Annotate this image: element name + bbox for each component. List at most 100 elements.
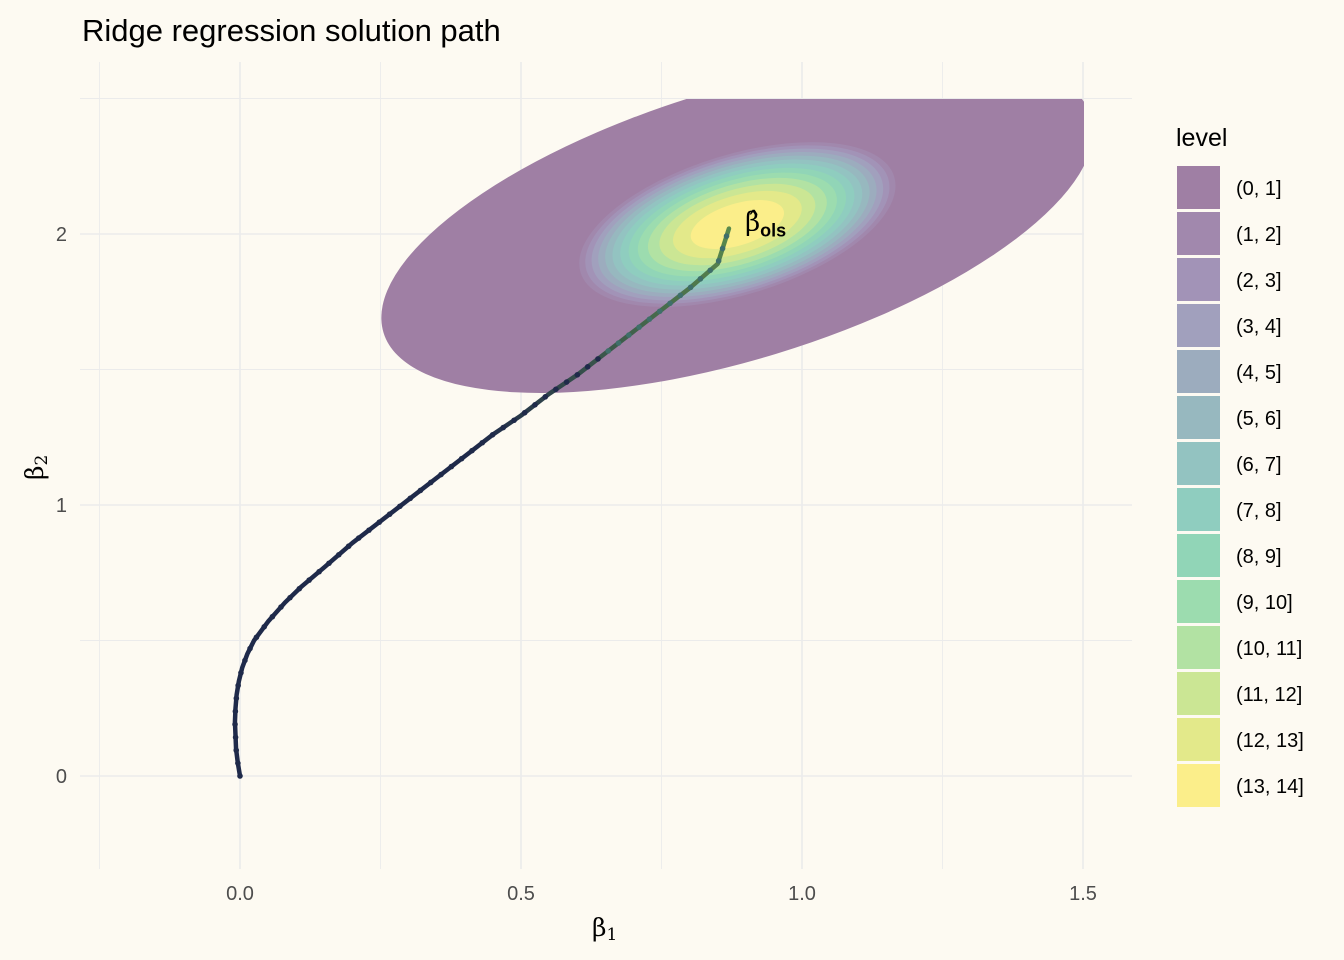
legend-swatch xyxy=(1177,626,1220,669)
panel-right-mask xyxy=(1084,99,1132,462)
y-tick-label: 0 xyxy=(56,766,67,788)
legend-title: level xyxy=(1176,124,1227,152)
legend-swatch xyxy=(1177,212,1220,255)
legend-item: (9, 10] xyxy=(1177,580,1293,623)
path-point xyxy=(636,324,642,330)
x-tick-label: 1.5 xyxy=(1069,883,1097,905)
legend-swatch xyxy=(1177,166,1220,209)
y-axis-ticks: 0 1 2 xyxy=(56,224,67,788)
y-axis-symbol: β xyxy=(20,466,49,480)
y-axis-subscript: 2 xyxy=(32,455,52,466)
legend-item: (11, 12] xyxy=(1177,672,1302,715)
legend-swatch xyxy=(1177,672,1220,715)
path-point xyxy=(407,495,413,502)
path-point xyxy=(278,604,284,610)
y-axis-label: β2 xyxy=(20,455,52,480)
legend-swatch xyxy=(1177,718,1220,761)
x-axis-symbol: β xyxy=(592,913,606,942)
legend-label: (12, 13] xyxy=(1236,730,1304,752)
legend-item: (12, 13] xyxy=(1177,718,1304,761)
contour-bands xyxy=(80,62,1132,462)
path-point xyxy=(707,267,714,274)
path-point xyxy=(235,682,241,689)
path-point xyxy=(269,613,276,620)
path-point xyxy=(417,487,424,494)
legend-swatch xyxy=(1177,580,1220,623)
legend-swatch xyxy=(1177,258,1220,301)
path-point xyxy=(247,645,253,652)
ols-label: β̂ols xyxy=(745,207,786,240)
legend-label: (13, 14] xyxy=(1236,776,1304,798)
legend-swatch xyxy=(1177,764,1220,807)
path-point xyxy=(615,340,622,346)
path-point xyxy=(306,577,312,583)
legend-item: (10, 11] xyxy=(1177,626,1302,669)
path-point xyxy=(253,634,260,641)
legend-swatch xyxy=(1177,304,1220,347)
path-point xyxy=(605,348,612,354)
legend-label: (10, 11] xyxy=(1236,638,1302,660)
path-point xyxy=(232,721,238,728)
path-point xyxy=(489,432,496,438)
path-point xyxy=(355,535,362,541)
path-point xyxy=(448,463,455,470)
legend-item: (7, 8] xyxy=(1177,488,1282,531)
path-point xyxy=(656,308,663,315)
path-point xyxy=(542,394,549,400)
chart-title: Ridge regression solution path xyxy=(82,13,501,48)
legend-swatch xyxy=(1177,350,1220,393)
path-point xyxy=(235,760,241,766)
path-point xyxy=(719,245,726,252)
legend-swatch xyxy=(1177,396,1220,439)
x-axis-label: β1 xyxy=(592,913,617,945)
path-point xyxy=(511,417,517,424)
legend-label: (7, 8] xyxy=(1236,500,1282,522)
ols-annotation: β̂ols xyxy=(745,207,786,240)
legend-item: (3, 4] xyxy=(1177,304,1282,347)
legend-label: (2, 3] xyxy=(1236,270,1282,292)
legend-label: (0, 1] xyxy=(1236,178,1282,200)
path-point xyxy=(438,471,444,478)
path-point xyxy=(326,560,332,567)
path-point xyxy=(336,551,342,558)
path-point xyxy=(532,401,538,408)
path-point xyxy=(723,233,730,239)
legend-label: (11, 12] xyxy=(1236,684,1302,706)
path-point xyxy=(584,364,591,370)
path-point xyxy=(242,657,248,664)
legend-item: (6, 7] xyxy=(1177,442,1282,485)
legend-label: (9, 10] xyxy=(1236,592,1293,614)
path-point xyxy=(316,568,322,575)
x-tick-label: 0.0 xyxy=(226,883,254,905)
ols-subscript: ols xyxy=(760,220,786,240)
path-point xyxy=(479,439,486,446)
y-tick-label: 1 xyxy=(56,495,67,517)
path-point xyxy=(521,409,528,416)
x-tick-label: 1.0 xyxy=(788,883,816,905)
legend-swatch xyxy=(1177,534,1220,577)
path-point xyxy=(237,773,243,779)
path-point xyxy=(469,447,475,454)
path-point xyxy=(261,624,267,630)
x-axis-subscript: 1 xyxy=(606,925,617,945)
path-point xyxy=(687,284,694,291)
legend-swatch xyxy=(1177,442,1220,485)
legend-item: (0, 1] xyxy=(1177,166,1282,209)
legend-label: (6, 7] xyxy=(1236,454,1282,476)
path-point xyxy=(697,276,704,282)
legend-label: (4, 5] xyxy=(1236,362,1282,384)
legend-item: (13, 14] xyxy=(1177,764,1304,807)
legend-item: (8, 9] xyxy=(1177,534,1282,577)
path-point xyxy=(232,708,239,715)
path-point xyxy=(366,527,372,533)
path-point xyxy=(233,695,240,702)
solution-path xyxy=(232,226,732,779)
path-point xyxy=(715,258,722,264)
panel-top-mask xyxy=(80,62,1132,99)
y-tick-label: 2 xyxy=(56,224,67,246)
path-point xyxy=(233,747,240,754)
legend-label: (5, 6] xyxy=(1236,408,1282,430)
legend-item: (2, 3] xyxy=(1177,258,1282,301)
path-point xyxy=(238,670,244,676)
path-point xyxy=(296,585,303,592)
